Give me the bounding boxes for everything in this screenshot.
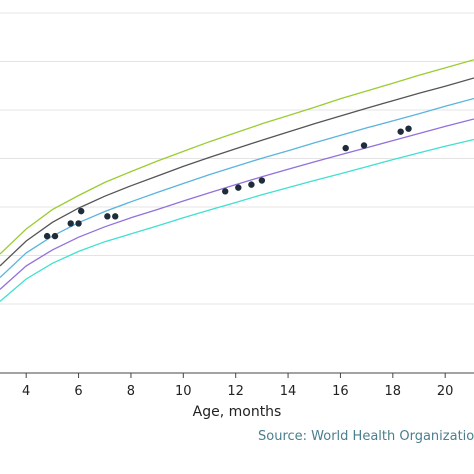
- data-point-5: [77, 207, 85, 215]
- data-point-12: [342, 144, 349, 152]
- data-point-4: [75, 220, 82, 227]
- x-tick-label-18: 18: [385, 384, 402, 399]
- x-axis-label: Age, months: [193, 404, 282, 420]
- reference-curve-1: [0, 59, 474, 255]
- data-point-8: [222, 188, 229, 195]
- x-tick-label-12: 12: [227, 384, 244, 399]
- reference-curve-4: [0, 118, 474, 290]
- grid-layer: [0, 12, 474, 305]
- x-tick-label-10: 10: [175, 384, 192, 399]
- data-point-7: [112, 213, 119, 220]
- data-point-3: [67, 220, 74, 227]
- x-tick-label-6: 6: [74, 384, 82, 399]
- x-tick-label-4: 4: [22, 384, 30, 399]
- data-point-10: [248, 181, 255, 188]
- points-layer: [43, 125, 412, 240]
- x-ticks-layer: 4 6 8 10 12 14 16 18 20: [22, 373, 453, 399]
- x-tick-label-14: 14: [280, 384, 297, 399]
- x-tick-label-8: 8: [127, 384, 135, 399]
- data-point-2: [51, 232, 59, 240]
- x-tick-label-16: 16: [332, 384, 349, 399]
- data-point-11: [258, 177, 266, 184]
- source-label: Source: World Health Organization: [258, 429, 474, 444]
- data-point-6: [104, 213, 111, 220]
- reference-curve-2: [0, 77, 474, 267]
- data-point-1: [43, 232, 51, 240]
- data-point-13: [360, 142, 368, 149]
- data-point-15: [405, 125, 412, 132]
- curves-layer: [0, 59, 474, 302]
- data-point-14: [397, 128, 404, 135]
- data-point-9: [235, 184, 242, 191]
- reference-curve-5: [0, 138, 474, 302]
- x-tick-label-20: 20: [437, 384, 454, 399]
